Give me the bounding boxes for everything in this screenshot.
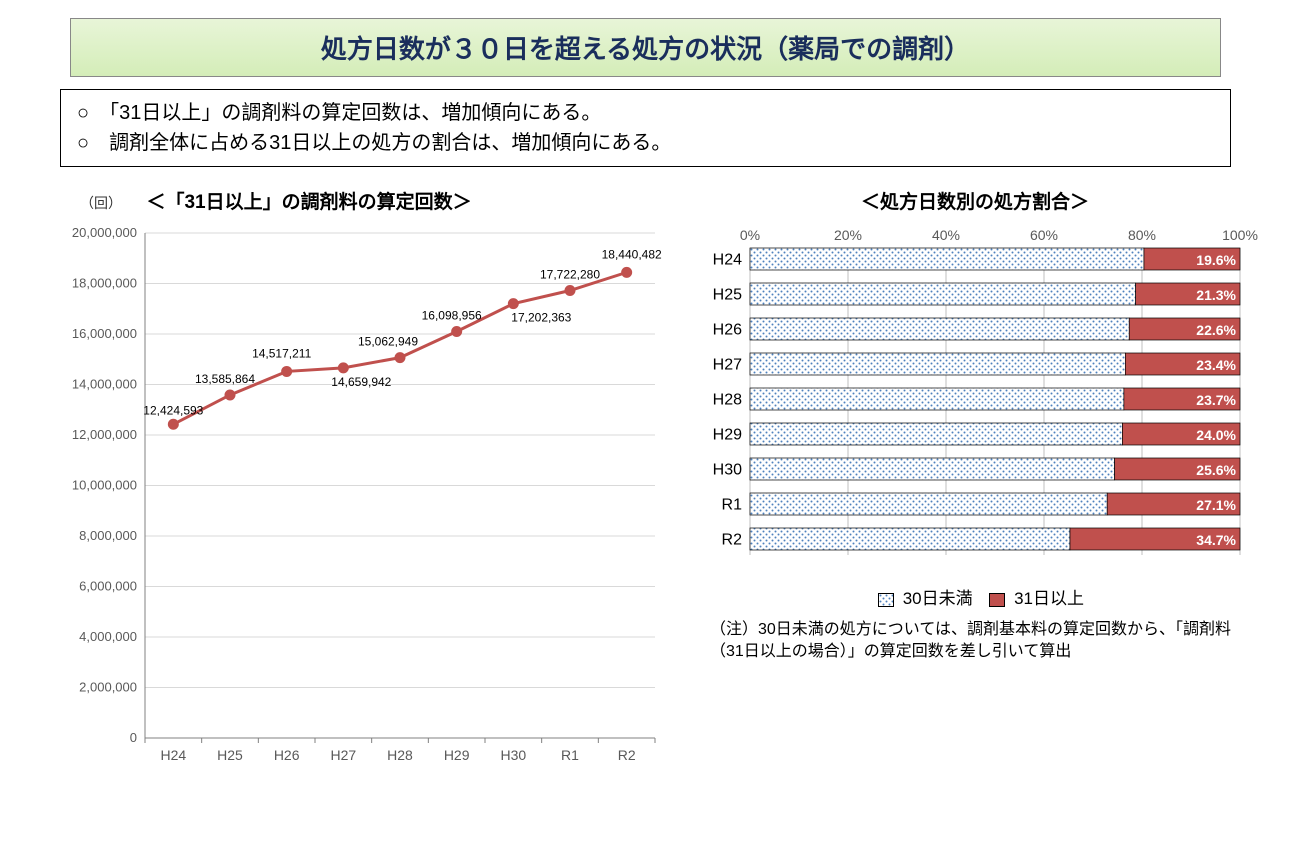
svg-text:18,440,482: 18,440,482 [602, 247, 662, 261]
legend-swatch-under30 [878, 593, 894, 607]
legend-label-over31: 31日以上 [1014, 589, 1084, 608]
svg-text:H27: H27 [713, 357, 742, 374]
svg-text:60%: 60% [1030, 227, 1058, 243]
svg-text:H28: H28 [713, 392, 742, 409]
summary-box: ○ 「31日以上」の調剤料の算定回数は、増加傾向にある。 ○ 調剤全体に占める3… [60, 89, 1231, 167]
line-chart-container: （回） ＜「31日以上」の調剤料の算定回数＞ 0 2,000,000 4,000,0… [50, 187, 670, 778]
legend-label-under30: 30日未満 [903, 589, 973, 608]
svg-text:14,000,000: 14,000,000 [72, 377, 137, 392]
svg-text:16,000,000: 16,000,000 [72, 326, 137, 341]
svg-text:16,098,956: 16,098,956 [422, 309, 482, 323]
svg-text:R2: R2 [618, 747, 636, 763]
svg-text:H25: H25 [713, 287, 742, 304]
svg-text:R1: R1 [561, 747, 579, 763]
svg-text:R2: R2 [722, 532, 743, 549]
svg-text:H28: H28 [387, 747, 413, 763]
svg-text:40%: 40% [932, 227, 960, 243]
svg-text:24.0%: 24.0% [1196, 427, 1236, 443]
svg-text:H30: H30 [713, 462, 742, 479]
svg-text:80%: 80% [1128, 227, 1156, 243]
bar-chart-container: ＜処方日数別の処方割合＞ 0% 20% 40% 60% 80% 100% H24 19.6% H… [690, 187, 1260, 664]
bar-chart-note: （注）30日未満の処方については、調剤基本料の算定回数から、「調剤料（31日以上… [690, 619, 1260, 664]
line-chart-title: ＜「31日以上」の調剤料の算定回数＞ [146, 187, 471, 214]
svg-text:22.6%: 22.6% [1196, 322, 1236, 338]
page-title: 処方日数が３０日を超える処方の状況（薬局での調剤） [70, 18, 1221, 77]
svg-text:14,659,942: 14,659,942 [331, 375, 391, 389]
svg-text:18,000,000: 18,000,000 [72, 276, 137, 291]
bar-chart: 0% 20% 40% 60% 80% 100% H24 19.6% H25 21.3% H26 22.… [690, 218, 1260, 578]
svg-text:25.6%: 25.6% [1196, 462, 1236, 478]
svg-text:15,062,949: 15,062,949 [358, 335, 418, 349]
svg-text:34.7%: 34.7% [1196, 532, 1236, 548]
svg-text:14,517,211: 14,517,211 [252, 346, 311, 360]
svg-text:23.4%: 23.4% [1196, 357, 1236, 373]
svg-text:H29: H29 [713, 427, 742, 444]
svg-text:H25: H25 [217, 747, 243, 763]
svg-text:10,000,000: 10,000,000 [72, 478, 137, 493]
svg-text:27.1%: 27.1% [1196, 497, 1236, 513]
svg-text:8,000,000: 8,000,000 [79, 528, 137, 543]
svg-text:20%: 20% [834, 227, 862, 243]
svg-text:20,000,000: 20,000,000 [72, 225, 137, 240]
svg-text:13,585,864: 13,585,864 [195, 372, 255, 386]
svg-text:H30: H30 [500, 747, 526, 763]
legend-swatch-over31 [989, 593, 1005, 607]
bar-chart-title: ＜処方日数別の処方割合＞ [690, 187, 1260, 214]
summary-bullet-1: ○ 「31日以上」の調剤料の算定回数は、増加傾向にある。 [77, 98, 1214, 128]
svg-text:H29: H29 [444, 747, 470, 763]
svg-text:23.7%: 23.7% [1196, 392, 1236, 408]
svg-text:12,000,000: 12,000,000 [72, 427, 137, 442]
svg-text:H24: H24 [713, 252, 742, 269]
svg-text:17,722,280: 17,722,280 [540, 268, 600, 282]
svg-text:4,000,000: 4,000,000 [79, 629, 137, 644]
svg-text:2,000,000: 2,000,000 [79, 680, 137, 695]
svg-text:19.6%: 19.6% [1196, 252, 1236, 268]
svg-text:0: 0 [130, 730, 137, 745]
line-chart-unit: （回） [80, 195, 122, 211]
svg-text:100%: 100% [1222, 227, 1258, 243]
line-chart: 0 2,000,000 4,000,000 6,000,000 8,000,000 10,… [50, 218, 670, 778]
svg-text:0%: 0% [740, 227, 760, 243]
bar-chart-legend: 30日未満 31日以上 [690, 584, 1260, 609]
svg-text:21.3%: 21.3% [1196, 287, 1236, 303]
svg-text:H26: H26 [274, 747, 300, 763]
svg-text:17,202,363: 17,202,363 [511, 311, 571, 325]
svg-text:6,000,000: 6,000,000 [79, 579, 137, 594]
svg-text:H26: H26 [713, 322, 742, 339]
svg-text:R1: R1 [722, 497, 743, 514]
svg-text:12,424,593: 12,424,593 [143, 403, 203, 417]
summary-bullet-2: ○ 調剤全体に占める31日以上の処方の割合は、増加傾向にある。 [77, 128, 1214, 158]
svg-text:H24: H24 [160, 747, 186, 763]
svg-text:H27: H27 [330, 747, 356, 763]
